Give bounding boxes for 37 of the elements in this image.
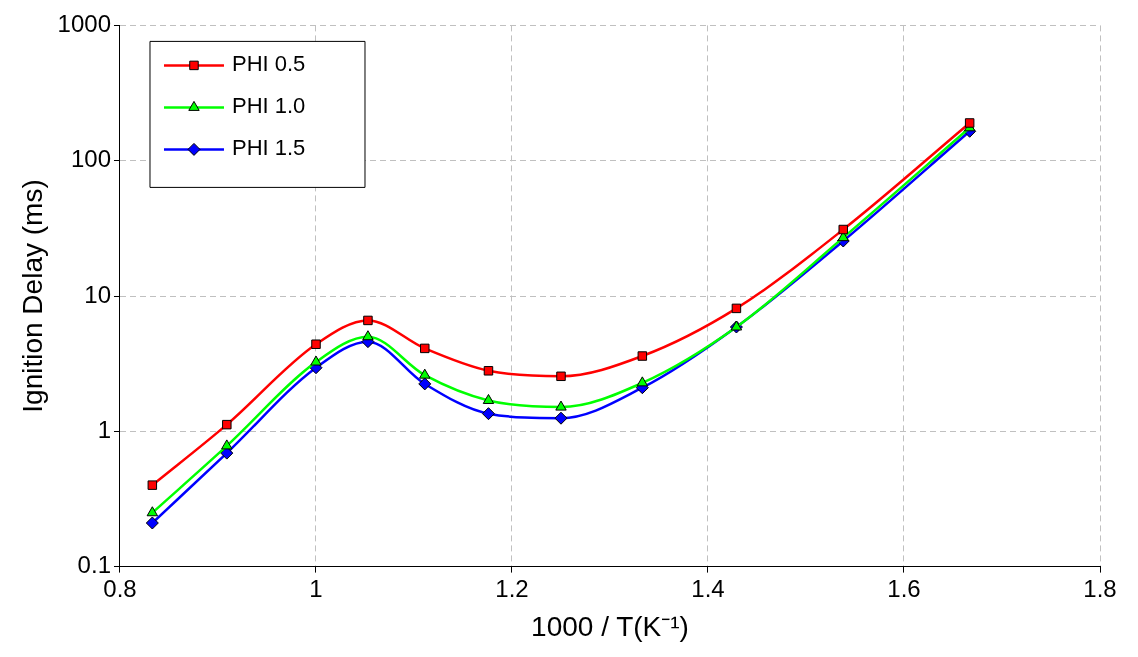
point: [419, 368, 431, 379]
point: [731, 303, 742, 314]
x-tick-label: 1.4: [691, 574, 725, 602]
x-tick-label: 1.6: [887, 574, 921, 602]
y-tick-label: 10: [84, 280, 111, 308]
point: [637, 351, 648, 361]
point: [222, 419, 232, 430]
point: [483, 366, 494, 376]
legend-label: PHI 1.5: [231, 135, 306, 161]
point: [362, 330, 374, 341]
point: [482, 393, 495, 404]
point: [311, 339, 321, 349]
legend-label: PHI 1.0: [231, 93, 306, 119]
point: [481, 407, 495, 421]
point: [310, 355, 322, 366]
x-tick-label: 1.8: [1083, 574, 1117, 602]
point: [145, 516, 159, 530]
x-tick-label: 1: [309, 574, 323, 602]
point: [363, 315, 373, 326]
y-axis-title: Ignition Delay (ms): [16, 179, 48, 413]
point: [221, 439, 233, 450]
point: [554, 411, 568, 425]
y-tick-label: 1: [97, 415, 111, 443]
y-tick-label: 1000: [57, 10, 111, 38]
point: [838, 224, 848, 235]
point: [555, 400, 567, 411]
legend-label: PHI 0.5: [231, 51, 306, 77]
point: [420, 343, 430, 354]
point: [556, 371, 566, 382]
point: [147, 480, 158, 490]
y-tick-label: 100: [70, 145, 111, 173]
point: [964, 118, 975, 128]
point: [418, 377, 432, 391]
x-axis-title: 1000 / T(K⁻¹): [531, 610, 689, 642]
x-tick-label: 1.2: [495, 574, 529, 602]
point: [146, 506, 159, 517]
point: [636, 376, 649, 387]
